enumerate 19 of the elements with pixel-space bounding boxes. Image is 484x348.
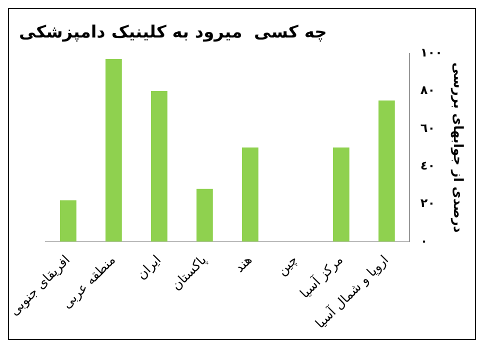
bar [196,188,213,242]
y-tick-label: ٢٠ [420,196,436,210]
bar [242,148,258,242]
bar [151,91,168,242]
bar [378,100,395,242]
bar [106,59,122,242]
x-tick-label: ایران [134,252,164,283]
y-tick-label: ٨٠ [420,83,436,98]
x-tick-label: هند [232,252,256,276]
y-tick-label: ٦٠ [420,120,436,135]
chart-title: چه کسی میرود به کلینیک دامپزشکی [19,22,327,43]
x-tick-label: پاکستان [169,252,210,294]
y-tick-label: ٤٠ [420,158,436,172]
x-tick-label: چین [274,252,301,279]
y-tick-label: ٠ [420,234,428,248]
y-tick-label: ١٠٠ [420,46,442,60]
y-axis-title: درصدی از جوابهای بررسی [450,62,465,233]
bar [332,148,350,242]
bar [60,200,76,242]
